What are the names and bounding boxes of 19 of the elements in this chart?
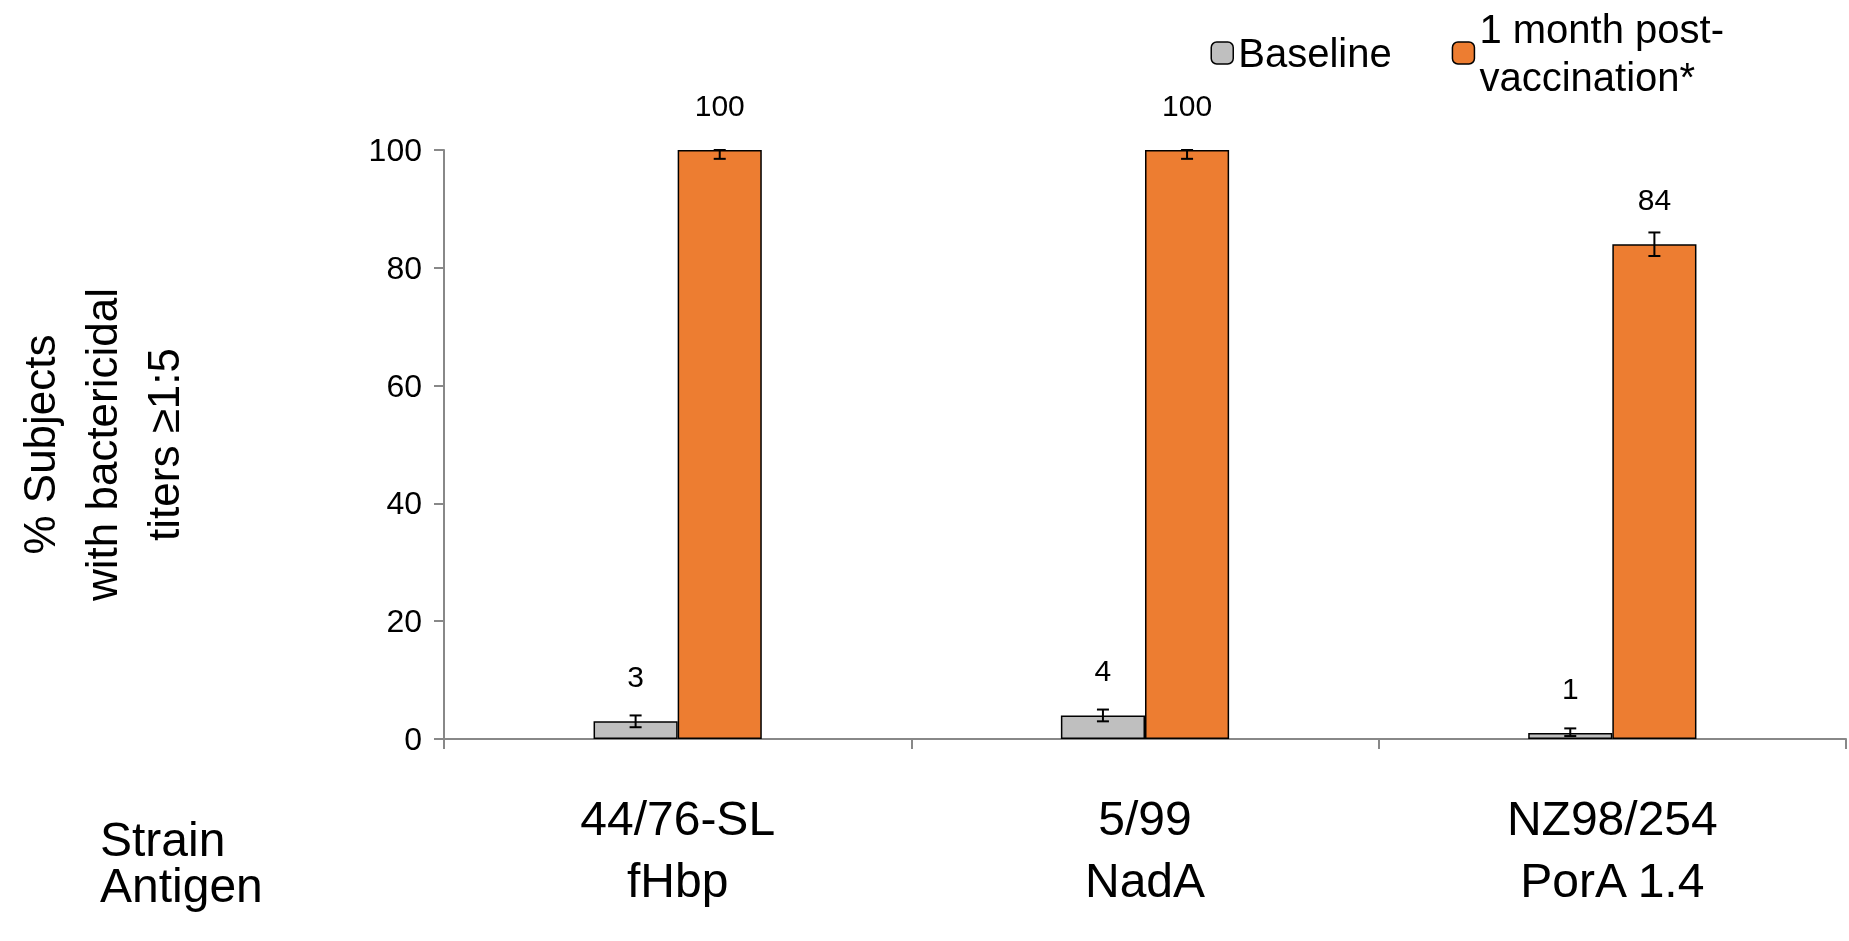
data-label: 3 [627, 659, 644, 693]
y-tick-label: 100 [368, 132, 422, 168]
x-tick-label: 5/99 NadA [1084, 791, 1206, 907]
x-axis-title: Strain Antigen [100, 812, 263, 912]
y-tick-label: 40 [386, 485, 422, 522]
data-label: 4 [1094, 653, 1112, 687]
y-tick-label: 20 [386, 603, 422, 640]
y-axis-title: % Subjects with bactericidal titers ≥1:5 [14, 287, 188, 603]
data-label: 100 [694, 88, 745, 122]
y-tick-label: 60 [386, 367, 422, 404]
y-tick-label: 0 [404, 721, 422, 757]
y-tick-label: 80 [386, 249, 422, 286]
x-tick-label: NZ98/254 PorA 1.4 [1506, 791, 1718, 907]
data-label: 1 [1561, 671, 1579, 705]
data-label: 100 [1162, 88, 1213, 122]
legend-label: Baseline [1238, 31, 1392, 75]
legend-label: 1 month post- vaccination* [1479, 7, 1725, 99]
x-tick-label: 44/76-SL fHbp [580, 791, 776, 907]
data-label: 84 [1637, 182, 1672, 216]
